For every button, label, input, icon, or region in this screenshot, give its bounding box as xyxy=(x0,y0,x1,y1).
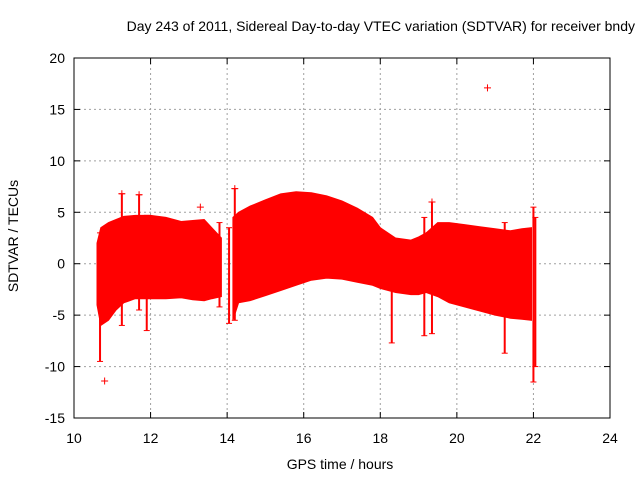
data-band-1 xyxy=(96,214,222,327)
data-band-3 xyxy=(425,222,532,321)
y-tick-label: -5 xyxy=(53,307,66,323)
data-point xyxy=(101,377,109,385)
y-tick-label: 0 xyxy=(57,256,65,272)
data-point xyxy=(196,203,204,211)
y-tick-label: -15 xyxy=(45,410,65,426)
data-point xyxy=(118,190,126,198)
x-tick-label: 18 xyxy=(372,430,388,446)
y-tick-label: 15 xyxy=(49,101,65,117)
data-band-2 xyxy=(232,191,427,321)
y-tick-label: 10 xyxy=(49,153,65,169)
x-tick-label: 12 xyxy=(143,430,159,446)
plot-frame xyxy=(73,57,611,419)
x-tick-label: 16 xyxy=(296,430,312,446)
x-axis-label: GPS time / hours xyxy=(286,456,394,472)
x-tick-label: 14 xyxy=(219,430,235,446)
x-tick-label: 22 xyxy=(526,430,542,446)
data-point xyxy=(483,84,491,92)
y-tick-label: -10 xyxy=(45,359,65,375)
x-tick-label: 10 xyxy=(66,430,82,446)
x-tick-label: 20 xyxy=(449,430,465,446)
data-point xyxy=(231,185,239,193)
x-tick-label: 24 xyxy=(602,430,618,446)
y-tick-label: 20 xyxy=(49,50,65,66)
chart-title: Day 243 of 2011, Sidereal Day-to-day VTE… xyxy=(126,18,635,34)
y-tick-label: 5 xyxy=(57,204,65,220)
data-point xyxy=(428,198,436,206)
data-point xyxy=(135,191,143,199)
